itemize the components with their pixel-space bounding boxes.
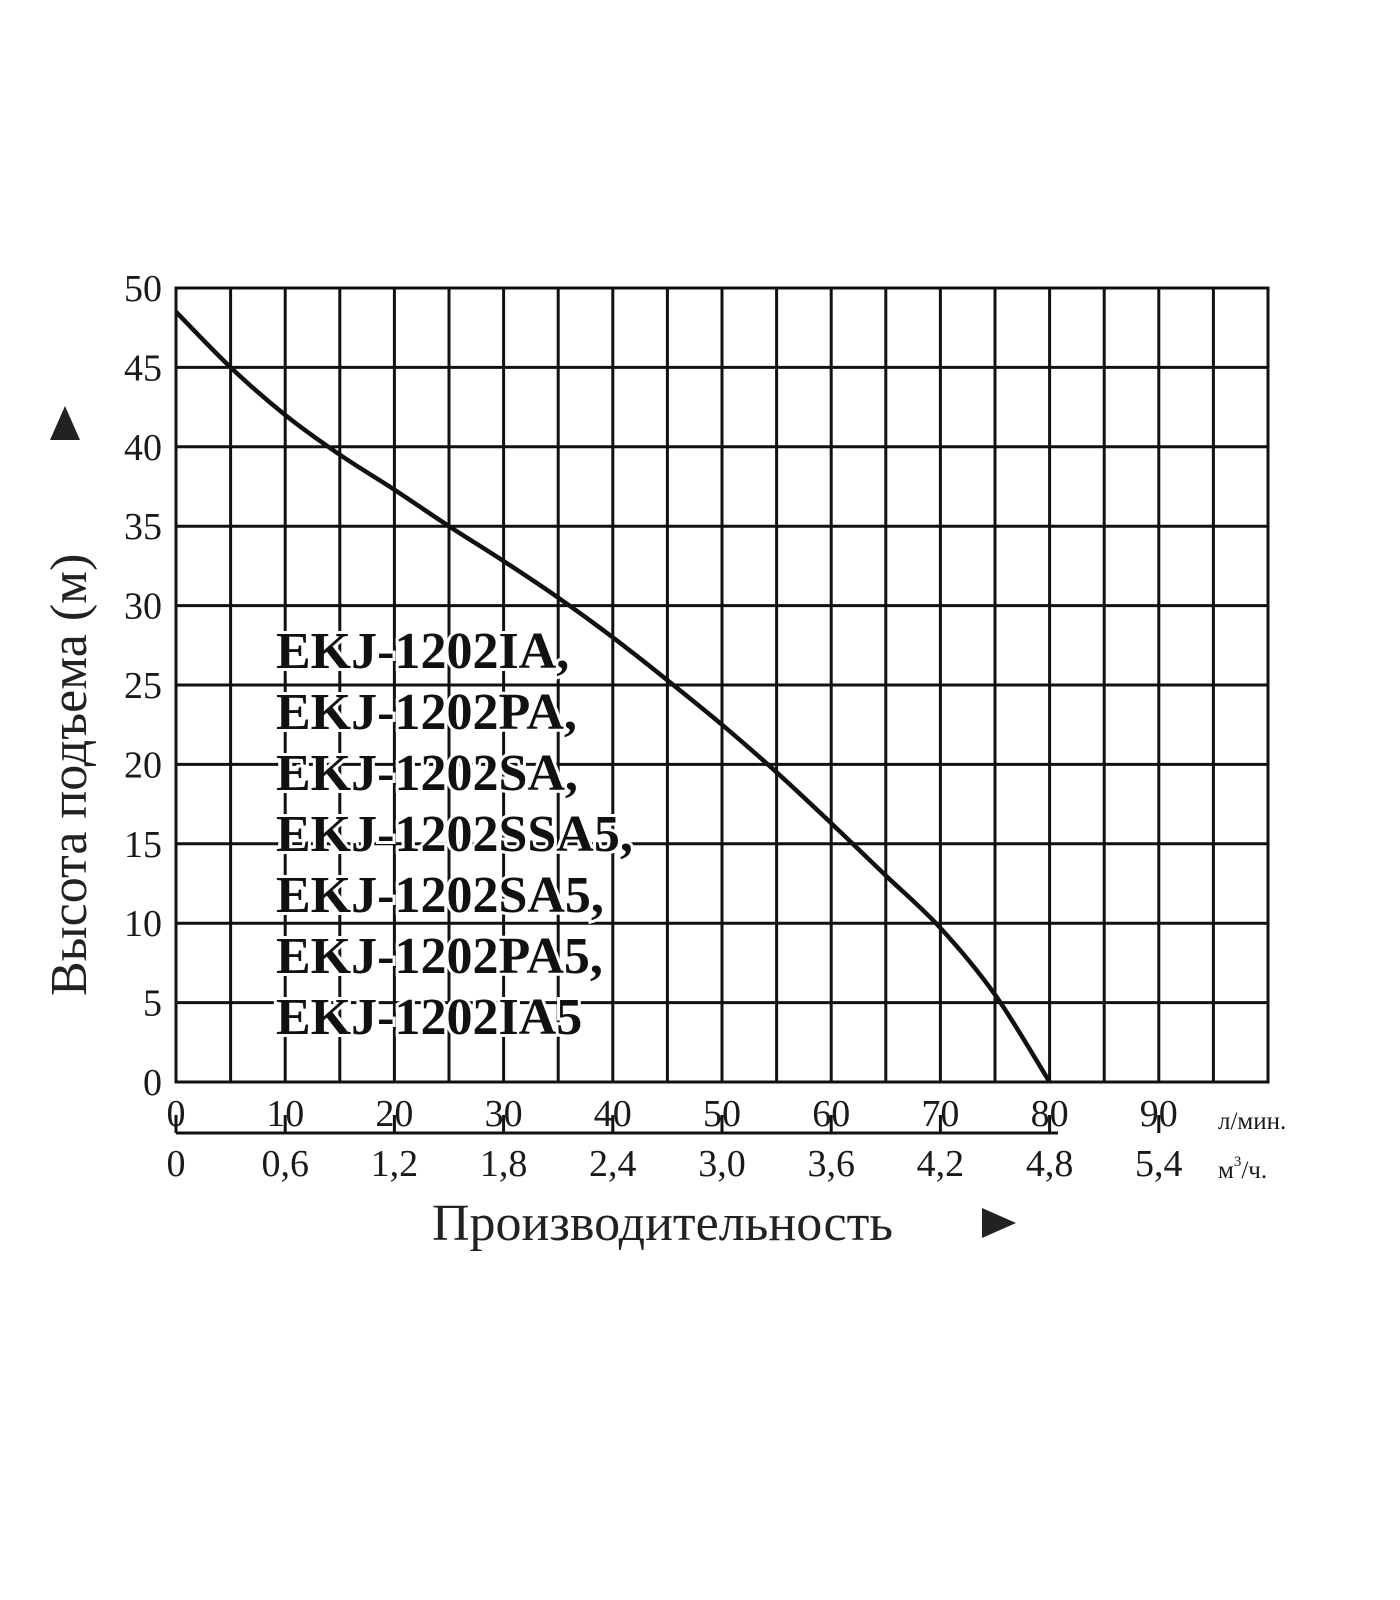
y-axis-title-group: Высота подъема (м) <box>41 406 98 996</box>
y-tick-label: 30 <box>124 586 162 628</box>
y-tick-label: 0 <box>143 1062 162 1104</box>
y-tick-label: 10 <box>124 903 162 945</box>
x-axis-title-group: Производительность <box>432 1195 1016 1252</box>
y-tick-label: 25 <box>124 665 162 707</box>
y-tick-label: 45 <box>124 347 162 389</box>
x-tick-label-secondary: 4,2 <box>917 1143 965 1185</box>
x-axis-arrow-icon <box>982 1208 1016 1238</box>
x-axis-title: Производительность <box>432 1195 893 1252</box>
y-tick-labels: 0 5 10 15 20 25 30 35 40 45 50 <box>124 268 162 1104</box>
model-label: EKJ-1202SA5, <box>276 867 604 924</box>
model-label: EKJ-1202IA, <box>276 623 569 680</box>
x-tick-label-secondary: 1,8 <box>480 1143 528 1185</box>
x-tick-label-secondary: 3,6 <box>807 1143 855 1185</box>
curve-layer <box>174 310 1052 1084</box>
y-axis-arrow-icon <box>50 406 80 440</box>
x-tick-label-secondary: 3,0 <box>698 1143 746 1185</box>
x-tick-label-secondary: 2,4 <box>589 1143 637 1185</box>
x-unit-secondary-base: м <box>1218 1157 1234 1184</box>
y-tick-label: 35 <box>124 506 162 548</box>
x-unit-primary: л/мин. <box>1218 1108 1286 1135</box>
plot-grid <box>174 286 1270 1084</box>
model-label: EKJ-1202PA, <box>276 684 577 741</box>
x-unit-secondary-sup: 3 <box>1234 1154 1242 1170</box>
model-label: EKJ-1202SA, <box>276 745 578 802</box>
x-tick-label-secondary: 4,8 <box>1026 1143 1074 1185</box>
model-label: EKJ-1202SSA5, <box>276 806 633 863</box>
y-tick-label: 40 <box>124 427 162 469</box>
x-tick-label: 0 <box>167 1093 186 1135</box>
model-label: EKJ-1202IA5 <box>276 989 582 1046</box>
model-label: EKJ-1202PA5, <box>276 928 603 985</box>
x-tick-label-secondary: 0,6 <box>261 1143 309 1185</box>
y-tick-label: 15 <box>124 824 162 866</box>
x-tick-labels: 00100,6201,2301,8402,4503,0603,6704,2804… <box>167 1093 1183 1185</box>
y-axis-title: Высота подъема (м) <box>41 554 98 996</box>
x-unit-secondary-tail: /ч. <box>1241 1157 1267 1184</box>
x-tick-label-secondary: 5,4 <box>1135 1143 1183 1185</box>
series-line <box>174 310 1052 1084</box>
x-unit-secondary: м3/ч. <box>1218 1154 1267 1184</box>
model-labels: EKJ-1202IA,EKJ-1202PA,EKJ-1202SA,EKJ-120… <box>273 620 636 1049</box>
y-tick-label: 5 <box>143 983 162 1025</box>
y-tick-label: 20 <box>124 744 162 786</box>
x-tick-label-secondary: 0 <box>167 1143 186 1185</box>
x-tick-label-secondary: 1,2 <box>371 1143 419 1185</box>
y-tick-label: 50 <box>124 268 162 310</box>
